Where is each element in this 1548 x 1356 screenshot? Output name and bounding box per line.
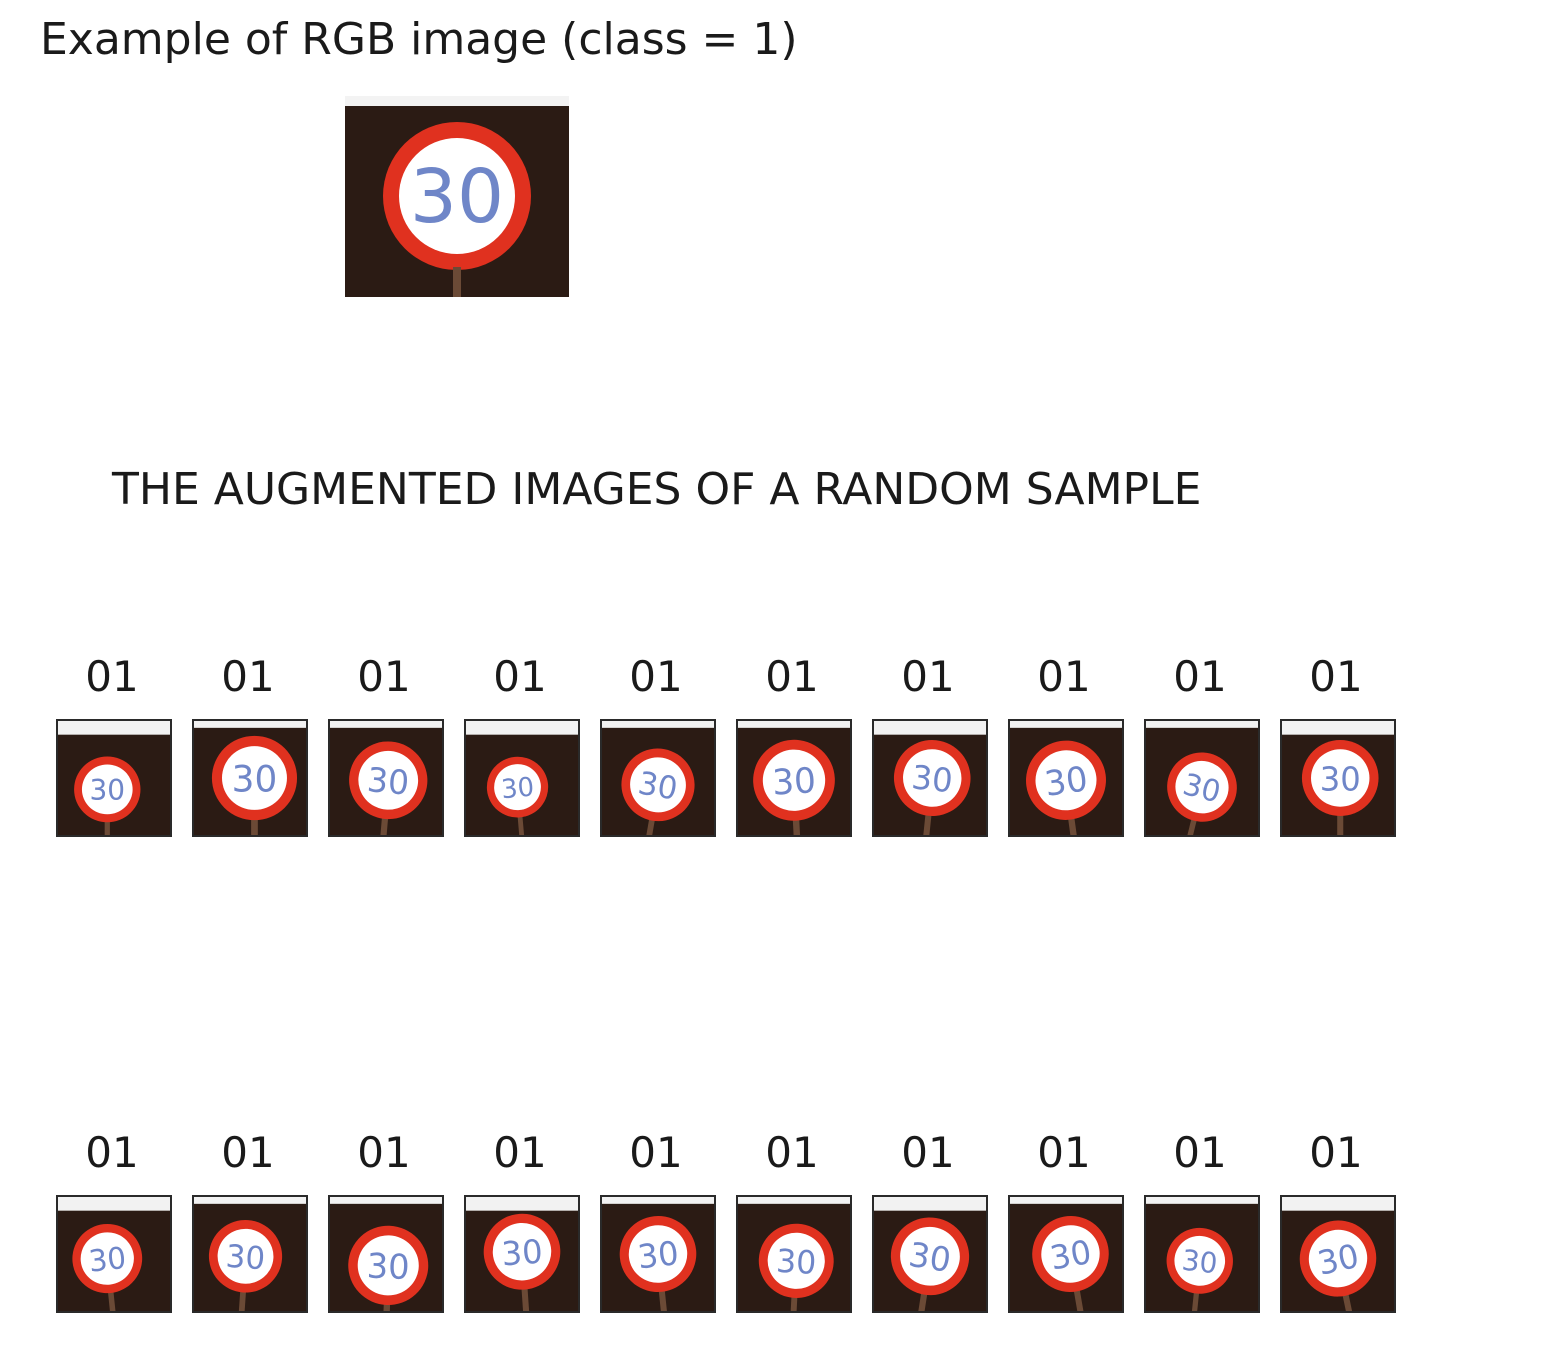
augmented-sign-image: 30 [328,719,444,837]
augmented-sign-image: 30 [1144,719,1260,837]
augmented-row-1: 01 30 01 30 01 30 01 30 01 30 01 30 01 30 01 30 01 30 01 30 [0,652,1548,852]
augmented-sign-image: 30 [1280,719,1396,837]
sign-text: 30 [87,1240,128,1279]
tile-label: 01 [1037,1128,1091,1177]
augmented-row-2: 01 30 01 30 01 30 01 30 01 30 01 30 01 30 01 30 01 30 01 30 [0,1128,1548,1328]
example-sign-text: 30 [410,154,504,240]
augmented-sign-image: 30 [464,719,580,837]
augmented-sign-image: 30 [736,719,852,837]
sign-text: 30 [1180,1243,1219,1280]
sign-text: 30 [500,772,535,805]
tile-label: 01 [1309,1128,1363,1177]
tile-label: 01 [357,1128,411,1177]
tile-label: 01 [221,652,275,701]
augmented-sign-image: 30 [1144,1195,1260,1313]
sign-text: 30 [775,1242,817,1282]
augmented-sign-image: 30 [192,1195,308,1313]
tile-label: 01 [1309,652,1363,701]
tile-label: 01 [85,652,139,701]
sign-text: 30 [366,760,411,803]
tile-label: 01 [629,652,683,701]
tile-label: 01 [221,1128,275,1177]
augmented-sign-image: 30 [1008,719,1124,837]
tile-label: 01 [1173,1128,1227,1177]
tile-label: 01 [629,1128,683,1177]
augmented-sign-image: 30 [328,1195,444,1313]
augmented-sign-image: 30 [736,1195,852,1313]
tile-label: 01 [1037,652,1091,701]
sign-text: 30 [1314,1237,1362,1283]
example-sign-image: 30 [345,96,569,297]
sign-text: 30 [225,1238,267,1277]
section-title: THE AUGMENTED IMAGES OF A RANDOM SAMPLE [112,464,1202,515]
augmented-sign-image: 30 [464,1195,580,1313]
augmented-sign-image: 30 [600,1195,716,1313]
sign-text: 30 [906,1234,953,1280]
sign-text: 30 [500,1232,544,1273]
sign-text: 30 [1047,1233,1094,1278]
sign-text: 30 [232,757,278,800]
sign-text: 30 [910,758,955,800]
augmented-sign-image: 30 [56,719,172,837]
augmented-sign-image: 30 [56,1195,172,1313]
augmented-sign-image: 30 [872,719,988,837]
augmented-sign-image: 30 [1008,1195,1124,1313]
augmented-sign-image: 30 [872,1195,988,1313]
tile-label: 01 [357,652,411,701]
augmented-sign-image: 30 [192,719,308,837]
sign-text: 30 [1042,759,1090,805]
tile-label: 01 [493,1128,547,1177]
example-title: Example of RGB image (class = 1) [40,14,798,65]
tile-label: 01 [765,652,819,701]
tile-label: 01 [493,652,547,701]
tile-label: 01 [85,1128,139,1177]
augmented-sign-image: 30 [600,719,716,837]
sign-text: 30 [771,761,817,804]
tile-label: 01 [765,1128,819,1177]
sign-text: 30 [366,1246,410,1288]
tile-label: 01 [901,1128,955,1177]
sign-text: 30 [1320,760,1361,798]
sign-text: 30 [635,765,680,808]
sign-text: 30 [90,774,126,807]
tile-label: 01 [901,652,955,701]
tile-label: 01 [1173,652,1227,701]
sign-text: 30 [636,1234,681,1276]
augmented-sign-image: 30 [1280,1195,1396,1313]
